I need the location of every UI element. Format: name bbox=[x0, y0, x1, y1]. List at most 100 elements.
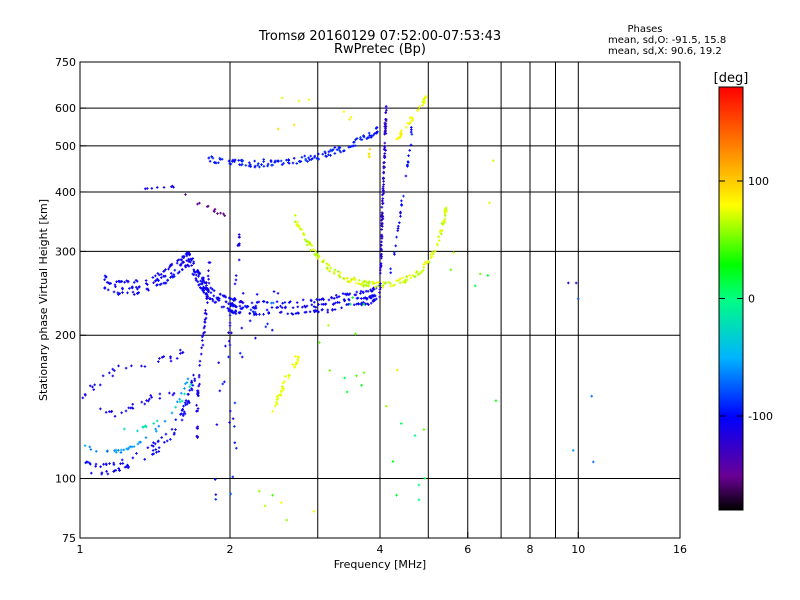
data-point bbox=[103, 278, 106, 281]
data-point bbox=[228, 343, 232, 347]
data-point bbox=[337, 295, 341, 298]
data-point bbox=[192, 260, 196, 264]
data-point bbox=[295, 162, 299, 165]
data-point bbox=[429, 256, 433, 260]
data-point bbox=[383, 152, 387, 155]
data-point bbox=[123, 280, 126, 284]
data-point bbox=[444, 214, 447, 217]
data-point bbox=[185, 381, 189, 384]
data-point bbox=[198, 359, 202, 363]
data-point bbox=[238, 304, 242, 308]
data-point bbox=[429, 253, 432, 256]
data-point bbox=[254, 304, 258, 308]
data-point bbox=[443, 217, 447, 221]
data-point bbox=[346, 276, 349, 280]
data-point bbox=[106, 288, 110, 292]
data-point bbox=[164, 268, 167, 271]
data-point bbox=[374, 285, 377, 289]
data-point bbox=[295, 301, 299, 304]
data-point bbox=[380, 256, 383, 260]
data-point bbox=[156, 272, 160, 275]
data-point bbox=[327, 323, 330, 327]
data-point bbox=[397, 224, 400, 228]
data-point bbox=[155, 429, 158, 433]
data-point bbox=[214, 300, 218, 304]
data-point bbox=[234, 278, 238, 282]
data-point bbox=[384, 111, 388, 114]
data-point bbox=[266, 301, 269, 304]
data-point bbox=[396, 227, 400, 230]
data-point bbox=[291, 313, 295, 316]
data-point bbox=[368, 134, 372, 137]
data-point bbox=[271, 493, 274, 497]
data-point bbox=[404, 174, 408, 178]
data-point bbox=[179, 348, 182, 352]
data-point bbox=[189, 383, 193, 386]
data-point bbox=[423, 99, 427, 103]
data-point bbox=[254, 336, 257, 340]
data-point bbox=[400, 199, 403, 203]
data-point bbox=[299, 227, 302, 231]
data-point bbox=[302, 232, 305, 236]
data-point bbox=[245, 306, 249, 309]
data-point bbox=[185, 254, 189, 258]
data-point bbox=[261, 300, 265, 303]
data-point bbox=[382, 180, 385, 183]
data-point bbox=[231, 475, 235, 479]
data-point bbox=[186, 393, 190, 396]
data-point bbox=[182, 404, 185, 408]
data-point bbox=[293, 214, 297, 217]
x-tick-label: 1 bbox=[77, 543, 84, 556]
data-point bbox=[355, 137, 359, 140]
data-point bbox=[196, 269, 200, 272]
data-point bbox=[324, 154, 327, 158]
data-point bbox=[367, 155, 371, 159]
data-point bbox=[204, 316, 208, 320]
y-axis-ticks: 75 100 200 300 400 500 600 750 bbox=[55, 56, 86, 545]
data-point bbox=[155, 186, 159, 189]
data-point bbox=[109, 282, 112, 285]
data-point bbox=[238, 163, 241, 166]
data-point bbox=[144, 279, 148, 282]
data-point bbox=[410, 116, 414, 119]
data-point bbox=[258, 313, 261, 316]
data-point bbox=[317, 303, 320, 306]
data-point bbox=[375, 131, 378, 134]
data-point bbox=[185, 259, 189, 262]
data-point bbox=[255, 300, 259, 304]
data-point bbox=[198, 201, 201, 205]
data-points bbox=[81, 95, 595, 522]
data-point bbox=[287, 301, 291, 304]
data-point bbox=[211, 299, 215, 303]
data-point bbox=[227, 339, 231, 343]
data-point bbox=[116, 291, 120, 295]
data-point bbox=[157, 424, 161, 428]
data-point bbox=[198, 382, 201, 386]
data-point bbox=[362, 135, 366, 139]
data-point bbox=[361, 280, 365, 284]
data-point bbox=[332, 270, 336, 274]
data-point bbox=[85, 460, 88, 464]
data-point bbox=[335, 148, 339, 152]
data-point bbox=[341, 292, 345, 295]
data-point bbox=[276, 291, 280, 295]
data-point bbox=[360, 384, 363, 387]
data-point bbox=[174, 405, 177, 409]
data-point bbox=[338, 149, 341, 153]
data-point bbox=[248, 312, 252, 315]
data-point bbox=[372, 294, 375, 298]
data-point bbox=[151, 449, 155, 452]
data-point bbox=[384, 149, 387, 152]
data-point bbox=[217, 299, 221, 302]
data-point bbox=[83, 444, 87, 447]
data-point bbox=[182, 260, 185, 264]
data-point bbox=[251, 306, 255, 309]
data-point bbox=[200, 335, 204, 339]
data-point bbox=[206, 274, 210, 278]
data-point bbox=[187, 264, 191, 268]
data-point bbox=[284, 375, 287, 378]
data-point bbox=[383, 146, 387, 150]
data-point bbox=[121, 462, 125, 465]
data-point bbox=[359, 137, 362, 141]
